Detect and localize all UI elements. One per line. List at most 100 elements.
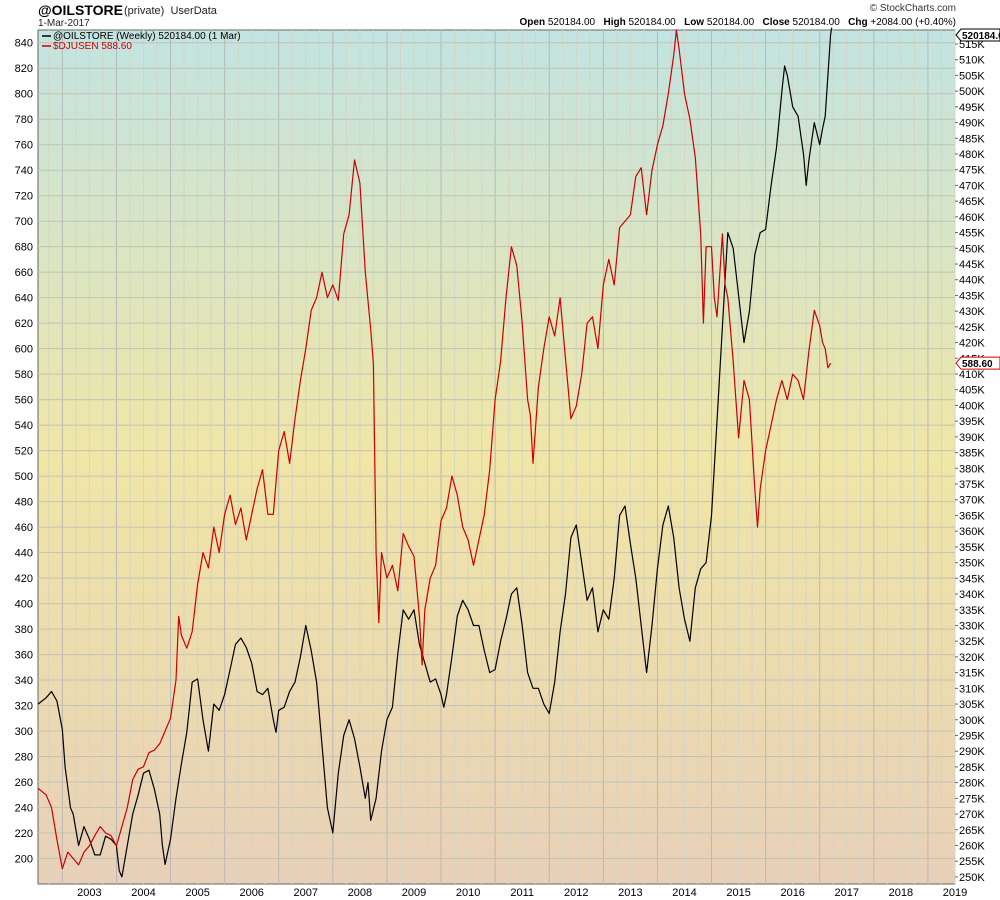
left-axis-tick-label: 400 xyxy=(15,599,33,611)
right-axis-tick-label: 375K xyxy=(959,479,985,491)
left-axis-tick-label: 820 xyxy=(15,63,33,75)
chart-subtitle: (private) UserData xyxy=(124,5,217,17)
right-axis-tick-label: 275K xyxy=(959,793,985,805)
left-axis-tick-label: 440 xyxy=(15,548,33,560)
left-axis-tick-label: 300 xyxy=(15,726,33,738)
right-axis-tick-label: 420K xyxy=(959,338,985,350)
svg-text:520184.0: 520184.0 xyxy=(962,31,1000,42)
left-axis-tick-label: 420 xyxy=(15,573,33,585)
right-axis-tick-label: 425K xyxy=(959,322,985,334)
high-label: High xyxy=(603,17,626,28)
close-value: 520184.00 xyxy=(792,17,840,28)
right-axis-tick-label: 460K xyxy=(959,212,985,224)
left-axis-tick-label: 840 xyxy=(15,38,33,50)
right-axis-tick-label: 395K xyxy=(959,416,985,428)
right-axis-tick-label: 355K xyxy=(959,542,985,554)
close-label: Close xyxy=(762,17,790,28)
right-axis-tick-label: 250K xyxy=(959,872,985,884)
right-axis-tick-label: 320K xyxy=(959,652,985,664)
x-axis: 2003 2004 2005 2006 2007 2008 2009 2010 2011 2012… xyxy=(77,887,967,899)
right-axis-tick-label: 370K xyxy=(959,495,985,507)
x-axis-year-label: 2012 xyxy=(564,887,588,899)
x-axis-year-label: 2014 xyxy=(672,887,696,899)
right-axis-tick-label: 475K xyxy=(959,165,985,177)
right-axis-tick-label: 360K xyxy=(959,526,985,538)
right-axis-tick-label: 260K xyxy=(959,840,985,852)
left-axis-tick-label: 200 xyxy=(15,854,33,866)
right-axis-tick-label: 505K xyxy=(959,70,985,82)
low-label: Low xyxy=(684,17,705,28)
chart-date: 1-Mar-2017 xyxy=(38,18,90,29)
right-axis-tick-label: 470K xyxy=(959,180,985,192)
x-axis-year-label: 2009 xyxy=(402,887,426,899)
chg-label: Chg xyxy=(848,17,868,28)
right-axis-tick-label: 450K xyxy=(959,243,985,255)
x-axis-year-label: 2003 xyxy=(77,887,101,899)
left-axis-tick-label: 660 xyxy=(15,267,33,279)
right-axis-tick-label: 430K xyxy=(959,306,985,318)
right-axis-tick-label: 300K xyxy=(959,715,985,727)
right-axis-tick-label: 455K xyxy=(959,228,985,240)
left-axis-tick-label: 340 xyxy=(15,675,33,687)
right-axis-tick-label: 400K xyxy=(959,400,985,412)
x-axis-year-label: 2005 xyxy=(185,887,209,899)
x-axis-year-label: 2006 xyxy=(239,887,263,899)
high-value: 520184.00 xyxy=(628,17,676,28)
right-axis-tick-label: 325K xyxy=(959,636,985,648)
right-axis-tick-label: 435K xyxy=(959,290,985,302)
low-value: 520184.00 xyxy=(706,17,755,28)
source-label: UserData xyxy=(170,5,217,17)
left-axis-tick-label: 540 xyxy=(15,420,33,432)
last-value-labels: 520184.0 588.60 xyxy=(955,28,1000,370)
chg-value: +2084.00 (+0.40%) xyxy=(870,17,956,28)
right-axis-tick-label: 340K xyxy=(959,589,985,601)
ohlc-readout: Open 520184.00 High 520184.00 Low 520184… xyxy=(520,17,957,28)
x-axis-year-label: 2010 xyxy=(456,887,480,899)
right-axis: 250K 255K 260K 265K 270K 275K 280K 285K 290K 295K… xyxy=(955,39,985,884)
right-axis-tick-label: 290K xyxy=(959,746,985,758)
left-axis-tick-label: 520 xyxy=(15,446,33,458)
x-axis-year-label: 2015 xyxy=(726,887,750,899)
right-axis-tick-label: 270K xyxy=(959,809,985,821)
left-axis-tick-label: 740 xyxy=(15,165,33,177)
right-axis-tick-label: 465K xyxy=(959,196,985,208)
left-axis-tick-label: 460 xyxy=(15,522,33,534)
left-axis-tick-label: 320 xyxy=(15,701,33,713)
x-axis-year-label: 2008 xyxy=(348,887,372,899)
right-axis-tick-label: 515K xyxy=(959,39,985,51)
right-axis-tick-label: 385K xyxy=(959,448,985,460)
right-axis-tick-label: 280K xyxy=(959,778,985,790)
left-axis-tick-label: 720 xyxy=(15,191,33,203)
left-axis-tick-label: 480 xyxy=(15,497,33,509)
right-axis-tick-label: 265K xyxy=(959,825,985,837)
right-axis-tick-label: 310K xyxy=(959,683,985,695)
right-axis-tick-label: 295K xyxy=(959,730,985,742)
left-axis-tick-label: 360 xyxy=(15,650,33,662)
right-axis-tick-label: 345K xyxy=(959,573,985,585)
right-axis-tick-label: 305K xyxy=(959,699,985,711)
left-axis-tick-label: 500 xyxy=(15,471,33,483)
x-axis-year-label: 2017 xyxy=(835,887,859,899)
series-lines xyxy=(37,27,833,878)
x-axis-year-label: 2016 xyxy=(780,887,804,899)
right-axis-tick-label: 380K xyxy=(959,463,985,475)
chart-legend: @OILSTORE (Weekly) 520184.00 (1 Mar) $DJ… xyxy=(42,31,241,52)
left-axis-tick-label: 620 xyxy=(15,318,33,330)
right-axis-tick-label: 480K xyxy=(959,149,985,161)
stockcharts-credit[interactable]: © StockCharts.com xyxy=(869,3,956,14)
left-axis-tick-label: 800 xyxy=(15,89,33,101)
left-axis-tick-label: 220 xyxy=(15,828,33,840)
left-axis-tick-label: 560 xyxy=(15,395,33,407)
djusen-series-line[interactable] xyxy=(37,29,832,870)
oilstore-series-line[interactable] xyxy=(37,27,833,878)
right-axis-tick-label: 285K xyxy=(959,762,985,774)
right-axis-tick-label: 390K xyxy=(959,432,985,444)
x-axis-year-label: 2011 xyxy=(510,887,534,899)
left-axis-tick-label: 700 xyxy=(15,216,33,228)
left-axis-tick-label: 240 xyxy=(15,803,33,815)
right-axis-tick-label: 405K xyxy=(959,385,985,397)
grid-lines xyxy=(38,30,956,884)
right-axis-tick-label: 365K xyxy=(959,510,985,522)
left-axis-tick-label: 780 xyxy=(15,114,33,126)
